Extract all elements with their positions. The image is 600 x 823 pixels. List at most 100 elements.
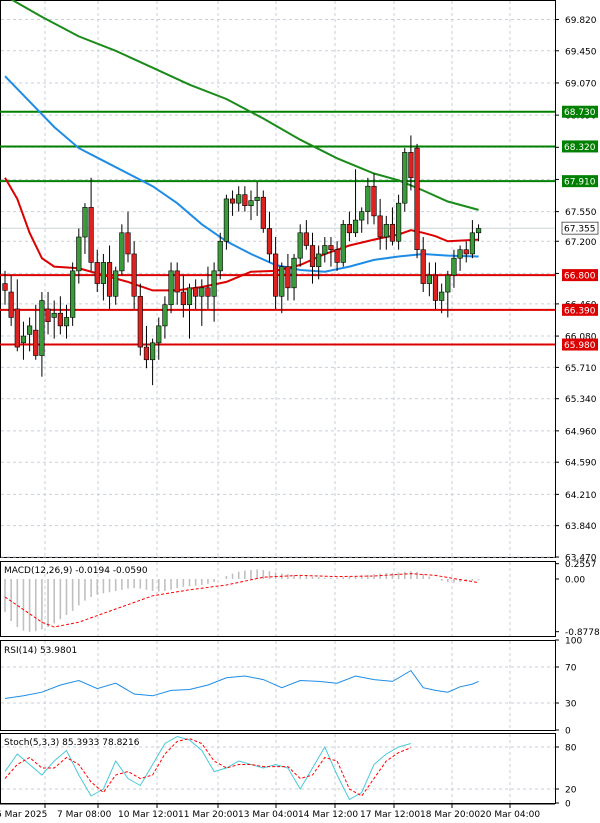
stoch-signal-line <box>4 738 412 797</box>
bearish-candle <box>242 194 248 207</box>
bullish-candle <box>51 312 57 318</box>
price-tick-label: 66.080 <box>565 333 597 343</box>
price-panel[interactable]: 69.82069.45069.07068.69068.31067.93067.5… <box>0 0 599 564</box>
bullish-candle <box>162 304 168 327</box>
price-tick-label: 69.820 <box>565 16 597 26</box>
bullish-candle <box>211 270 217 297</box>
current-price-tag <box>561 221 599 235</box>
bearish-candle <box>2 283 8 291</box>
bullish-candle <box>20 335 27 344</box>
moving-average-line <box>4 75 479 273</box>
price-tick-label: 64.210 <box>565 491 597 501</box>
bullish-candle <box>168 270 174 306</box>
bearish-candle <box>33 329 39 356</box>
bearish-candle <box>143 346 150 361</box>
bearish-candle <box>174 270 180 293</box>
bullish-candle <box>76 236 82 272</box>
bearish-candle <box>94 262 100 284</box>
bearish-candle <box>106 262 113 297</box>
time-tick-label: 14 Mar 12:00 <box>298 810 358 820</box>
stoch-tick-label: 20 <box>565 786 577 796</box>
bearish-candle <box>125 232 131 255</box>
bullish-candle <box>236 194 242 204</box>
bearish-candle <box>420 249 426 284</box>
bullish-candle <box>426 274 432 284</box>
bullish-candle <box>383 224 389 238</box>
bearish-candle <box>346 224 353 234</box>
bearish-candle <box>45 308 51 322</box>
bullish-candle <box>217 240 223 272</box>
bearish-candle <box>131 253 137 297</box>
stoch-panel[interactable]: 80 20 0 Stoch(5,3,3) 85.3933 78.8216 <box>0 733 577 810</box>
bullish-candle <box>316 253 322 267</box>
bearish-candle <box>463 249 469 255</box>
bullish-candle <box>254 196 260 201</box>
price-tick-label: 67.550 <box>565 208 597 218</box>
macd-tick-label: -0.8778 <box>565 628 600 638</box>
macd-panel[interactable]: 0.2557 0.00 -0.8778 MACD(12,26,9) -0.0194 … <box>0 560 600 638</box>
level-tag <box>562 175 598 188</box>
stoch-plot <box>4 735 412 801</box>
bearish-candle <box>432 274 439 301</box>
rsi-line <box>4 669 479 699</box>
bearish-candle <box>137 295 143 348</box>
bullish-candle <box>451 257 457 276</box>
rsi-plot <box>4 669 479 699</box>
rsi-grid <box>0 640 556 731</box>
price-axis: 69.82069.45069.07068.69068.31067.93067.5… <box>555 16 597 564</box>
level-tag-label: 65.980 <box>564 341 596 351</box>
price-tick-label: 65.340 <box>565 395 597 405</box>
moving-averages <box>4 0 479 292</box>
rsi-tick-label: 0 <box>565 727 571 737</box>
bearish-candle <box>14 308 20 348</box>
macd-frame <box>0 561 556 637</box>
bullish-candle <box>39 300 45 356</box>
bearish-candle <box>285 266 291 289</box>
bearish-candle <box>88 207 94 263</box>
bearish-candle <box>266 228 273 255</box>
level-labels: 68.730 68.320 67.910 66.800 66.390 65.980 67.3… <box>561 105 599 351</box>
price-tick-label: 64.960 <box>565 427 597 437</box>
bullish-candle <box>26 325 33 335</box>
bearish-candle <box>229 198 236 204</box>
level-tag-label: 66.390 <box>564 306 596 316</box>
rsi-frame <box>0 640 556 731</box>
candles <box>2 135 482 386</box>
bullish-candle <box>469 232 476 255</box>
bearish-candle <box>180 291 186 306</box>
bullish-candle <box>150 342 156 361</box>
level-tag <box>562 338 598 351</box>
stoch-label: Stoch(5,3,3) 85.3933 78.8216 <box>4 738 140 748</box>
bullish-candle <box>199 287 205 297</box>
bullish-candle <box>445 274 451 293</box>
rsi-panel[interactable]: 100 70 30 0 RSI(14) 53.9801 <box>0 637 583 737</box>
bullish-candle <box>291 257 297 289</box>
current-price-label: 67.355 <box>564 225 596 235</box>
bearish-candle <box>57 312 63 327</box>
bullish-candle <box>297 232 303 259</box>
bearish-candle <box>205 287 211 297</box>
stoch-tick-label: 80 <box>565 744 577 754</box>
bullish-candle <box>475 228 482 234</box>
bullish-candle <box>63 317 70 327</box>
price-tick-label: 63.470 <box>565 554 597 564</box>
bullish-candle <box>100 262 106 284</box>
level-tag <box>562 105 598 118</box>
time-tick-label: 20 Mar 04:00 <box>480 810 540 820</box>
time-tick-label: 7 Mar 08:00 <box>57 810 112 820</box>
macd-axis: 0.2557 0.00 -0.8778 <box>555 560 600 638</box>
stoch-tick-label: 0 <box>565 800 571 810</box>
level-tag <box>562 303 598 316</box>
bullish-candle <box>352 219 359 234</box>
time-tick-label: 18 Mar 20:00 <box>420 810 480 820</box>
macd-tick-label: 0.2557 <box>565 560 597 570</box>
bearish-candle <box>414 147 420 251</box>
rsi-tick-label: 70 <box>565 664 577 674</box>
bearish-candle <box>371 185 377 217</box>
bullish-candle <box>322 245 328 255</box>
level-tag <box>562 269 598 282</box>
time-tick-label: 10 Mar 12:00 <box>118 810 178 820</box>
bullish-candle <box>70 270 76 318</box>
price-tick-label: 69.070 <box>565 79 597 89</box>
